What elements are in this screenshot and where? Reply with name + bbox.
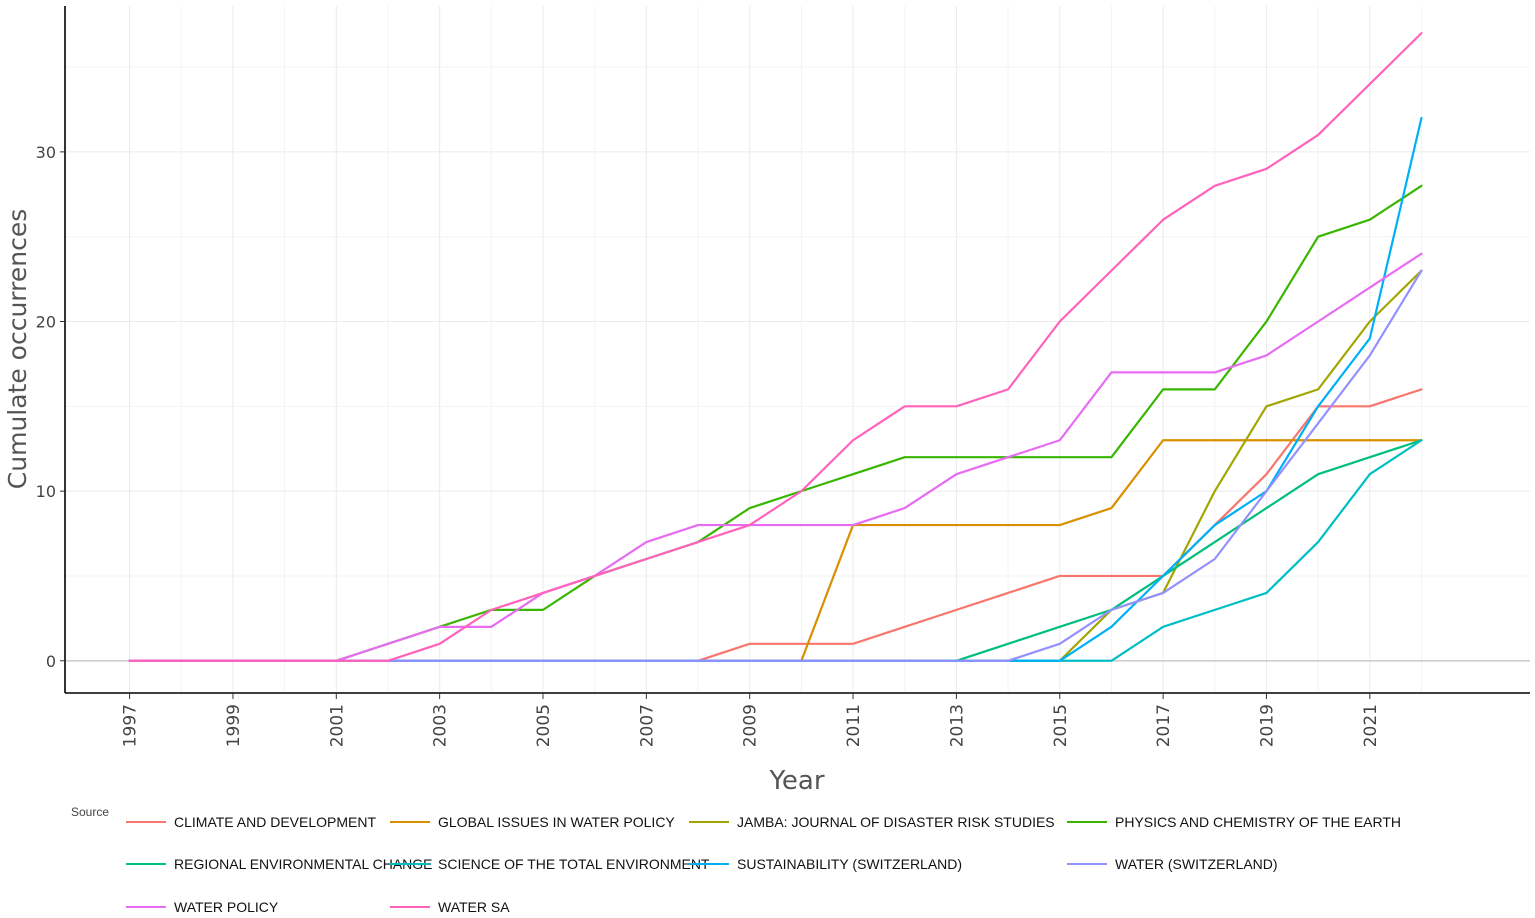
legend-swatch	[126, 821, 166, 823]
x-tick-label: 1999	[224, 704, 244, 747]
series-line-4	[128, 184, 1423, 662]
axes	[64, 6, 1530, 694]
legend-swatch	[689, 863, 729, 865]
legend-label: WATER SA	[438, 899, 510, 915]
legend-label: JAMBA: JOURNAL OF DISASTER RISK STUDIES	[737, 814, 1055, 830]
legend-label: SCIENCE OF THE TOTAL ENVIRONMENT	[438, 856, 710, 872]
series-line-8	[128, 269, 1423, 662]
legend-swatch	[1067, 863, 1107, 865]
y-tick-label: 20	[36, 313, 56, 332]
legend-label: REGIONAL ENVIRONMENTAL CHANGE	[174, 856, 433, 872]
legend-title: Source	[71, 805, 110, 819]
y-axis-title: Cumulate occurrences	[3, 209, 32, 489]
legend-label: SUSTAINABILITY (SWITZERLAND)	[737, 856, 963, 872]
x-tick-label: 1997	[121, 704, 141, 747]
legend-label: WATER (SWITZERLAND)	[1115, 856, 1278, 872]
x-tick-label: 2011	[844, 704, 864, 747]
legend-swatch	[390, 906, 430, 908]
legend-item-7: SUSTAINABILITY (SWITZERLAND)	[689, 854, 962, 874]
legend-swatch	[689, 821, 729, 823]
legend-item-1: CLIMATE AND DEVELOPMENT	[126, 812, 376, 832]
series-line-5	[128, 439, 1423, 662]
y-tick-labels: 0 10 20 30	[36, 143, 65, 671]
x-tick-label: 2019	[1257, 704, 1277, 747]
series-line-3	[128, 269, 1423, 662]
x-tick-label: 2013	[947, 704, 967, 747]
legend-item-9: WATER POLICY	[126, 897, 278, 917]
legend-item-2: GLOBAL ISSUES IN WATER POLICY	[390, 812, 675, 832]
legend-label: CLIMATE AND DEVELOPMENT	[174, 814, 377, 830]
series-lines	[128, 32, 1423, 662]
legend-label: GLOBAL ISSUES IN WATER POLICY	[438, 814, 675, 830]
x-tick-label: 2017	[1154, 704, 1174, 747]
x-tick-label: 2005	[534, 704, 554, 747]
legend-swatch	[126, 863, 166, 865]
legend-item-10: WATER SA	[390, 897, 510, 917]
y-tick-label: 30	[36, 143, 56, 162]
legend-item-8: WATER (SWITZERLAND)	[1067, 854, 1278, 874]
legend-swatch	[126, 906, 166, 908]
legend-swatch	[390, 821, 430, 823]
series-line-7	[128, 116, 1423, 662]
x-tick-label: 2007	[637, 704, 657, 747]
x-tick-labels: 1997 1999 2001 2003 2005 2007 2009 2011 2013 2015…	[121, 693, 1381, 747]
x-tick-label: 2003	[431, 704, 451, 747]
series-line-9	[128, 252, 1423, 662]
legend-label: WATER POLICY	[174, 899, 279, 915]
grid	[65, 6, 1530, 693]
legend-label: PHYSICS AND CHEMISTRY OF THE EARTH	[1115, 814, 1402, 830]
x-axis-title: Year	[768, 766, 824, 796]
legend-item-6: SCIENCE OF THE TOTAL ENVIRONMENT	[390, 854, 709, 874]
legend-swatch	[1067, 821, 1107, 823]
x-tick-label: 2021	[1361, 704, 1381, 747]
legend-item-4: PHYSICS AND CHEMISTRY OF THE EARTH	[1067, 812, 1401, 832]
series-line-2	[128, 439, 1423, 662]
series-line-10	[128, 32, 1423, 662]
legend-item-5: REGIONAL ENVIRONMENTAL CHANGE	[126, 854, 433, 874]
x-tick-label: 2015	[1051, 704, 1071, 747]
series-line-6	[128, 439, 1423, 662]
y-tick-label: 0	[46, 652, 56, 671]
legend-item-3: JAMBA: JOURNAL OF DISASTER RISK STUDIES	[689, 812, 1055, 832]
legend-swatch	[390, 863, 430, 865]
x-tick-label: 2001	[327, 704, 347, 747]
y-tick-label: 10	[36, 482, 56, 501]
x-tick-label: 2009	[741, 704, 761, 747]
